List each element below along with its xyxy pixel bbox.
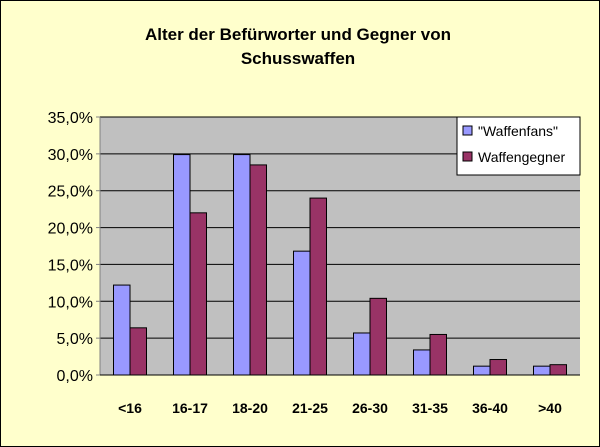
bars — [113, 154, 567, 376]
legend: "Waffenfans" Waffengegner — [456, 116, 581, 176]
x-tick-label: 36-40 — [472, 400, 508, 416]
x-tick-label: 18-20 — [232, 400, 268, 416]
chart-title-line-2: Schusswaffen — [241, 49, 355, 68]
chart-title-line-1: Alter der Befürworter und Gegner von — [145, 25, 451, 44]
y-tick-label: 35,0% — [48, 110, 93, 127]
x-tick-labels: <16 16-17 18-20 21-25 26-30 31-35 36-40 >40 — [118, 400, 562, 416]
y-tick-label: 30,0% — [48, 147, 93, 164]
bar-waffenfans-4 — [353, 332, 371, 376]
bar-waffenfans-1 — [173, 154, 191, 376]
bar-waffengegner-2 — [249, 164, 267, 376]
x-tick-label: 16-17 — [172, 400, 208, 416]
y-tick-label: 20,0% — [48, 221, 93, 238]
bar-waffenfans-3 — [293, 250, 311, 376]
x-tick-label: 31-35 — [412, 400, 448, 416]
bar-waffengegner-7 — [549, 364, 567, 376]
bar-waffenfans-2 — [233, 154, 251, 376]
legend-swatch-waffenfans — [462, 125, 473, 136]
bar-waffengegner-0 — [129, 327, 147, 376]
y-tick-label: 0,0% — [57, 368, 93, 385]
bar-waffenfans-6 — [473, 365, 491, 376]
legend-label-waffengegner: Waffengegner — [478, 149, 566, 165]
x-tick-label: 26-30 — [352, 400, 388, 416]
bar-waffenfans-7 — [533, 365, 551, 376]
bar-waffenfans-0 — [113, 284, 131, 376]
legend-box — [456, 116, 581, 176]
x-tick-label: >40 — [538, 400, 562, 416]
legend-swatch-waffengegner — [462, 151, 473, 162]
x-tick-label: 21-25 — [292, 400, 328, 416]
y-tick-labels: 0,0% 5,0% 10,0% 15,0% 20,0% 25,0% 30,0% 35,0% — [48, 110, 100, 385]
y-tick-label: 10,0% — [48, 294, 93, 311]
bar-waffengegner-4 — [369, 297, 387, 376]
bar-waffengegner-5 — [429, 333, 447, 376]
y-tick-label: 5,0% — [57, 331, 93, 348]
bar-waffengegner-6 — [489, 359, 507, 376]
bar-waffenfans-5 — [413, 349, 431, 376]
legend-label-waffenfans: "Waffenfans" — [478, 123, 558, 139]
bar-waffengegner-1 — [189, 212, 207, 376]
y-tick-label: 25,0% — [48, 184, 93, 201]
x-tick-label: <16 — [118, 400, 142, 416]
bar-waffengegner-3 — [309, 197, 327, 376]
y-tick-label: 15,0% — [48, 257, 93, 274]
